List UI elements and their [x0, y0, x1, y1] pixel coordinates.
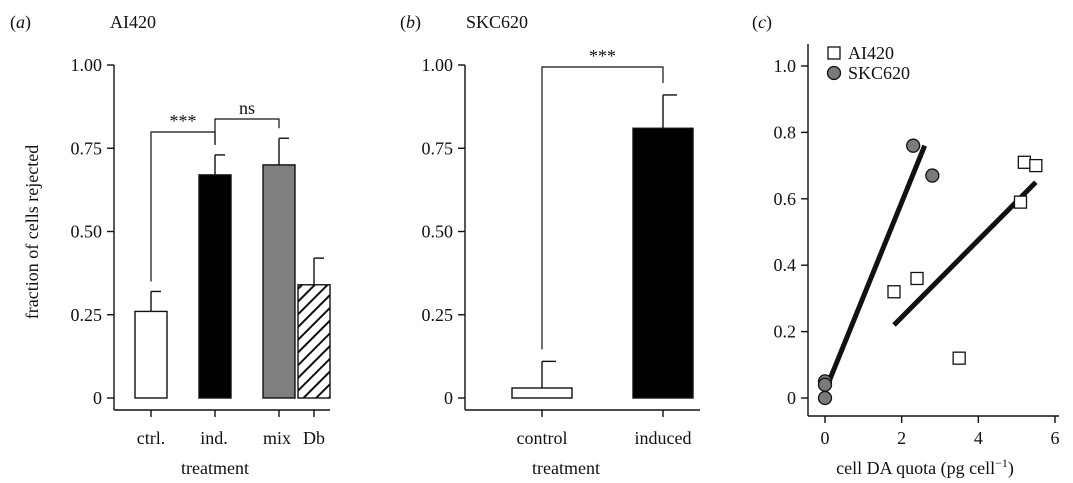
panel-c-x-tick-label: 0	[821, 428, 830, 448]
legend-marker-circle	[826, 65, 842, 81]
panel-a-x-tick-label: mix	[263, 428, 291, 448]
legend-label: AI420	[848, 43, 894, 63]
panel-c-y-tick-label: 0.6	[774, 189, 797, 209]
panel-c-fit-line-1	[892, 180, 1038, 327]
panel-a-y-tick-label: 0.75	[71, 138, 103, 158]
panel-b-y-tick-label: 0.25	[422, 305, 454, 325]
panel-c-y-tick-label: 0.8	[774, 122, 797, 142]
panel-b-significance-bracket	[541, 66, 664, 350]
panel-b-significance-label: ***	[589, 46, 616, 66]
panel-b-y-tick-label: 0.50	[422, 222, 454, 242]
panel-a-ylabel: fraction of cells rejected	[22, 145, 42, 319]
legend-label: SKC620	[848, 63, 910, 83]
panel-b-bar	[632, 127, 694, 399]
panel-b-y-tick-label: 1.00	[422, 55, 454, 75]
panel-c-point-circle	[817, 390, 833, 406]
panel-c-y-tick-label: 0.2	[774, 322, 797, 342]
panel-a-y-tick-label: 1.00	[71, 55, 103, 75]
panel-c-point-circle	[817, 377, 833, 392]
panel-a-significance-label: ***	[170, 111, 197, 131]
panel-c-x-tick-label: 2	[897, 428, 906, 448]
panel-c-x-tick-label: 6	[1051, 428, 1060, 448]
panel-c-point-square	[1017, 155, 1031, 169]
panel-a-y-tick-label: 0	[93, 388, 102, 408]
panel-c-fit-line-2	[822, 144, 927, 393]
panel-c-label: (c)	[752, 12, 772, 33]
panel-a-xlabel: treatment	[181, 458, 249, 478]
panel-a-x-tick-label: Db	[303, 428, 325, 448]
panel-a-x-tick-label: ind.	[200, 428, 228, 448]
panel-a-bar	[134, 310, 168, 399]
panel-b-plot: 0 0.25 0.50 0.75 1.00 control induced ***	[422, 46, 700, 448]
panel-c-point-square	[1013, 195, 1028, 209]
panel-a-bar	[262, 164, 296, 399]
panel-b-x-tick-label: control	[517, 428, 568, 448]
panel-b-y-tick-label: 0	[444, 388, 453, 408]
panel-c-point-circle	[906, 138, 921, 153]
panel-a-label: (a)	[10, 12, 31, 33]
panel-a-x-tick-label: ctrl.	[137, 428, 166, 448]
panel-a: (a) AI420 fraction of cells rejected tre…	[10, 12, 331, 478]
panel-c-y-tick-label: 1.0	[774, 56, 797, 76]
panel-b-title: SKC620	[466, 12, 528, 32]
panel-b-label: (b)	[400, 12, 421, 33]
panel-c-point-square	[910, 271, 924, 286]
panel-b-xlabel: treatment	[532, 458, 600, 478]
panel-c-point-square	[1029, 158, 1043, 173]
panel-a-plot: 0 0.25 0.50 0.75 1.00 ctrl. ind. mix Db *** ns	[71, 55, 331, 448]
panel-a-significance-bracket	[214, 118, 280, 145]
panel-a-significance-label: ns	[239, 98, 255, 118]
panel-a-bar	[198, 174, 232, 399]
panel-c-y-tick-label: 0	[787, 388, 796, 408]
panel-c: (c) cell DA quota (pg cell−1) 0 0.2 0.4 0.6…	[752, 12, 1060, 479]
panel-a-y-tick-label: 0.25	[71, 305, 103, 325]
panel-a-title: AI420	[110, 12, 156, 32]
panel-c-point-circle	[925, 168, 940, 183]
panel-b-bar	[511, 387, 573, 399]
panel-b-x-tick-label: induced	[635, 428, 692, 448]
panel-b-y-tick-label: 0.75	[422, 138, 454, 158]
panel-c-xlabel: cell DA quota (pg cell−1)	[836, 456, 1014, 479]
panel-c-point-square	[952, 351, 966, 365]
panel-b: (b) SKC620 treatment 0 0.25 0.50 0.75 1.00 co…	[400, 12, 700, 478]
panel-c-x-tick-label: 4	[974, 428, 983, 448]
panel-a-bar	[297, 284, 331, 399]
panel-c-y-tick-label: 0.4	[774, 255, 797, 275]
panel-c-point-square	[887, 285, 901, 299]
legend-marker-square	[827, 46, 841, 60]
panel-a-y-tick-label: 0.50	[71, 222, 103, 242]
